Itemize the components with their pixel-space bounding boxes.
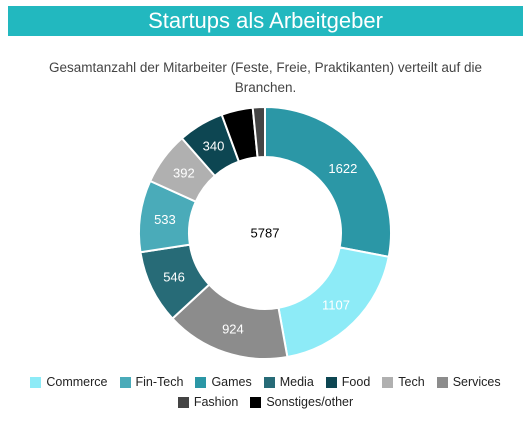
chart-legend: Commerce Fin-Tech Games Media Food Tech Servic… bbox=[0, 372, 531, 412]
legend-label: Tech bbox=[398, 375, 425, 389]
data-label-commerce: 1107 bbox=[322, 297, 350, 312]
legend-label: Fashion bbox=[193, 395, 239, 409]
chart-subtitle-line-2: Branchen. bbox=[234, 80, 297, 95]
legend-swatch bbox=[195, 376, 207, 388]
legend-label: Games bbox=[211, 375, 252, 389]
legend-item-games[interactable]: Games bbox=[195, 375, 252, 389]
data-label-games: 533 bbox=[154, 212, 176, 227]
data-label-tech: 392 bbox=[173, 165, 195, 180]
legend-item-tech[interactable]: Tech bbox=[382, 375, 425, 389]
legend-item-media[interactable]: Media bbox=[263, 375, 314, 389]
legend-label: Services bbox=[452, 375, 501, 389]
legend-label: Commerce bbox=[46, 375, 108, 389]
legend-swatch bbox=[436, 376, 448, 388]
data-label-fin-tech: 1622 bbox=[328, 161, 357, 176]
legend-swatch bbox=[119, 376, 131, 388]
legend-label: Fin-Tech bbox=[135, 375, 184, 389]
legend-item-fin-tech[interactable]: Fin-Tech bbox=[119, 375, 184, 389]
legend-label: Media bbox=[279, 375, 314, 389]
center-total-label: 5787 bbox=[251, 226, 280, 241]
data-label-media: 546 bbox=[163, 269, 185, 284]
chart-title-bar: Startups als Arbeitgeber bbox=[8, 6, 523, 36]
slice-fin-tech bbox=[264, 105, 392, 259]
legend-swatch bbox=[382, 376, 394, 388]
legend-label: Sonstiges/other bbox=[266, 395, 354, 409]
legend-row-1: Commerce Fin-Tech Games Media Food Tech Servic… bbox=[0, 372, 531, 392]
legend-item-commerce[interactable]: Commerce bbox=[30, 375, 108, 389]
legend-item-services[interactable]: Services bbox=[436, 375, 501, 389]
legend-item-sonstiges-other[interactable]: Sonstiges/other bbox=[250, 395, 353, 409]
legend-swatch bbox=[30, 376, 42, 388]
legend-item-food[interactable]: Food bbox=[325, 375, 371, 389]
legend-item-fashion[interactable]: Fashion bbox=[177, 395, 239, 409]
slice-fashion bbox=[251, 105, 266, 159]
chart-title: Startups als Arbeitgeber bbox=[148, 8, 383, 33]
legend-swatch bbox=[250, 396, 262, 408]
legend-swatch bbox=[325, 376, 337, 388]
legend-swatch bbox=[177, 396, 189, 408]
data-label-services: 924 bbox=[222, 321, 244, 336]
chart-subtitle-line-1: Gesamtanzahl der Mitarbeiter (Feste, Fre… bbox=[49, 60, 482, 75]
legend-row-2: Fashion Sonstiges/other bbox=[0, 392, 531, 412]
legend-swatch bbox=[263, 376, 275, 388]
legend-label: Food bbox=[341, 375, 371, 389]
chart-subtitle: Gesamtanzahl der Mitarbeiter (Feste, Fre… bbox=[20, 58, 511, 98]
data-label-food: 340 bbox=[203, 139, 225, 154]
